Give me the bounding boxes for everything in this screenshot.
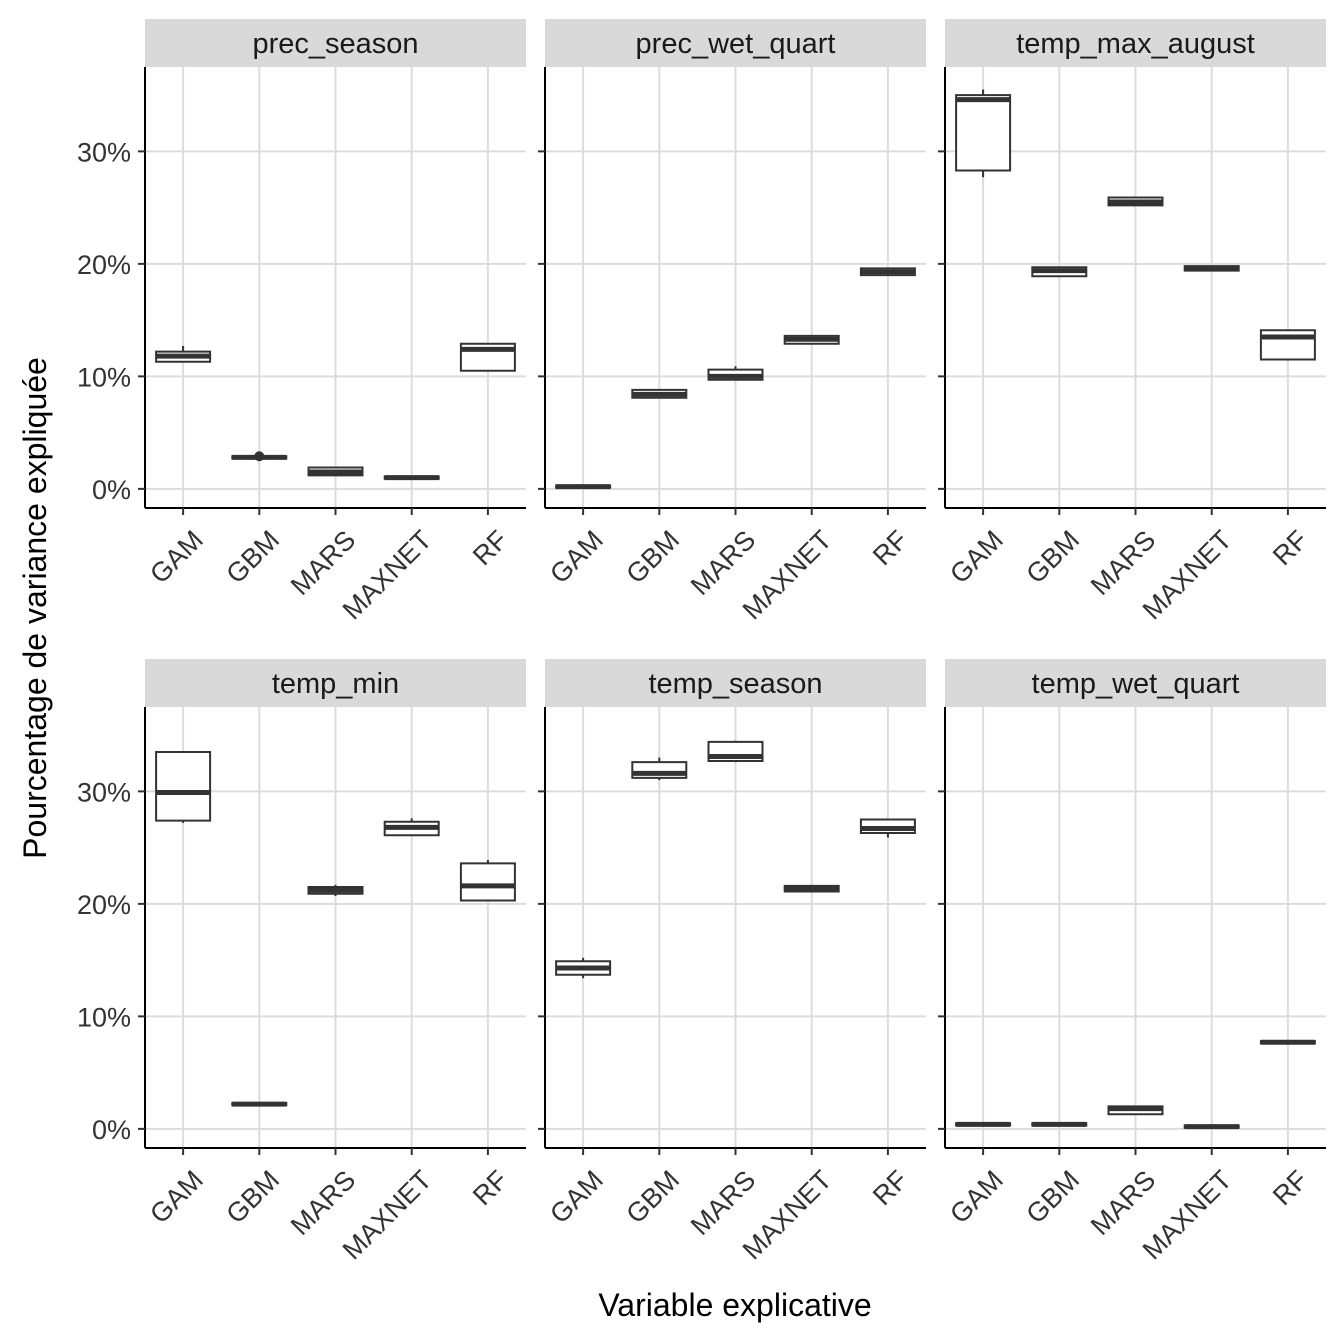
y-tick-label: 10% [77, 1002, 131, 1032]
box-iqr [459, 862, 516, 902]
outlier-point [254, 451, 265, 462]
facet-strip-label: temp_wet_quart [1032, 668, 1240, 700]
box-MAXNET [1183, 265, 1240, 272]
x-tick-label: MARS [285, 1165, 361, 1241]
x-tick-label: MARS [685, 1165, 761, 1241]
facet-strip [945, 19, 1326, 67]
x-tick-label: GAM [144, 1165, 209, 1230]
facet-strip [545, 19, 926, 67]
box-RF [459, 860, 516, 902]
box-MARS [307, 466, 364, 477]
facet-strip [145, 19, 526, 67]
x-tick-label: GBM [620, 525, 685, 590]
y-axis-title: Pourcentage de variance expliquée [17, 357, 53, 859]
box-MARS [307, 884, 364, 896]
box-GAM [155, 751, 212, 823]
x-tick-label: GAM [544, 525, 609, 590]
box-RF [459, 342, 516, 372]
x-tick-label: RF [1267, 1165, 1314, 1212]
x-tick-label: MARS [1085, 1165, 1161, 1241]
box-GBM [631, 757, 688, 781]
box-GAM [955, 1121, 1012, 1127]
box-MAXNET [383, 818, 440, 837]
x-tick-label: GAM [944, 525, 1009, 590]
box-GBM [1031, 1121, 1088, 1127]
box-GBM [231, 1101, 288, 1107]
box-MAXNET [783, 334, 840, 345]
x-tick-label: GAM [544, 1165, 609, 1230]
x-tick-label: GBM [220, 525, 285, 590]
x-tick-label: MARS [685, 525, 761, 601]
box-GAM [555, 484, 612, 490]
y-tick-label: 20% [77, 250, 131, 280]
box-GAM [955, 89, 1012, 178]
facet-strip-label: prec_wet_quart [636, 28, 836, 60]
facet-strip-label: temp_season [648, 668, 822, 700]
x-tick-label: MARS [1085, 525, 1161, 601]
box-GAM [155, 346, 212, 363]
y-tick-label: 30% [77, 137, 131, 167]
box-GBM [231, 451, 288, 462]
box-RF [1259, 1039, 1316, 1045]
box-MAXNET [1183, 1124, 1240, 1130]
facet-strip-label: prec_season [252, 28, 418, 60]
box-MARS [707, 366, 764, 381]
box-RF [859, 818, 916, 838]
box-GBM [1031, 266, 1088, 278]
x-tick-label: RF [467, 525, 514, 572]
x-tick-label: MARS [285, 525, 361, 601]
box-MARS [1107, 1105, 1164, 1116]
x-tick-label: RF [867, 1165, 914, 1212]
y-tick-label: 0% [92, 475, 131, 505]
y-tick-label: 0% [92, 1115, 131, 1145]
box-RF [859, 267, 916, 277]
x-axis-title: Variable explicative [598, 1287, 871, 1323]
facet-strip [545, 659, 926, 707]
box-GBM [631, 388, 688, 399]
x-tick-label: GBM [1020, 1165, 1085, 1230]
facet-strip [145, 659, 526, 707]
x-tick-label: RF [1267, 525, 1314, 572]
y-tick-label: 10% [77, 362, 131, 392]
y-tick-label: 20% [77, 890, 131, 920]
box-iqr [155, 751, 212, 822]
box-GAM [555, 957, 612, 979]
x-tick-label: GAM [944, 1165, 1009, 1230]
box-RF [1259, 329, 1316, 361]
facet-strip-label: temp_min [272, 668, 399, 700]
box-iqr [955, 94, 1012, 172]
x-tick-label: GBM [620, 1165, 685, 1230]
facet-strip [945, 659, 1326, 707]
box-MARS [707, 740, 764, 763]
box-MARS [1107, 196, 1164, 207]
x-tick-label: RF [467, 1165, 514, 1212]
box-MAXNET [783, 884, 840, 893]
x-tick-label: GBM [220, 1165, 285, 1230]
facet-strip-label: temp_max_august [1016, 28, 1255, 60]
x-tick-label: GBM [1020, 525, 1085, 590]
x-tick-label: RF [867, 525, 914, 572]
box-MAXNET [383, 475, 440, 481]
y-tick-label: 30% [77, 777, 131, 807]
x-tick-label: GAM [144, 525, 209, 590]
